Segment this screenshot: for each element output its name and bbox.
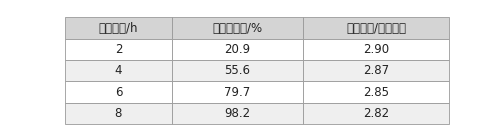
- Text: 2.90: 2.90: [363, 43, 389, 56]
- Text: 邻氯甲苯/对氯甲苯: 邻氯甲苯/对氯甲苯: [346, 22, 406, 35]
- Bar: [65, 39, 172, 60]
- Bar: [172, 103, 303, 124]
- Text: 8: 8: [115, 107, 122, 120]
- Bar: [303, 39, 449, 60]
- Text: 2.82: 2.82: [363, 107, 389, 120]
- Text: 55.6: 55.6: [224, 64, 250, 77]
- Bar: [172, 39, 303, 60]
- Bar: [172, 17, 303, 39]
- Text: 4: 4: [115, 64, 122, 77]
- Bar: [303, 81, 449, 103]
- Bar: [303, 60, 449, 81]
- Bar: [65, 17, 172, 39]
- Text: 79.7: 79.7: [224, 86, 250, 99]
- Text: 2.87: 2.87: [363, 64, 389, 77]
- Text: 2: 2: [115, 43, 122, 56]
- Text: 甲苯转化率/%: 甲苯转化率/%: [212, 22, 263, 35]
- Text: 6: 6: [115, 86, 122, 99]
- Bar: [65, 81, 172, 103]
- Bar: [303, 103, 449, 124]
- Text: 2.85: 2.85: [363, 86, 389, 99]
- Bar: [303, 17, 449, 39]
- Text: 98.2: 98.2: [224, 107, 250, 120]
- Bar: [172, 60, 303, 81]
- Bar: [65, 103, 172, 124]
- Text: 20.9: 20.9: [224, 43, 250, 56]
- Bar: [172, 81, 303, 103]
- Bar: [65, 60, 172, 81]
- Text: 反应时间/h: 反应时间/h: [99, 22, 138, 35]
